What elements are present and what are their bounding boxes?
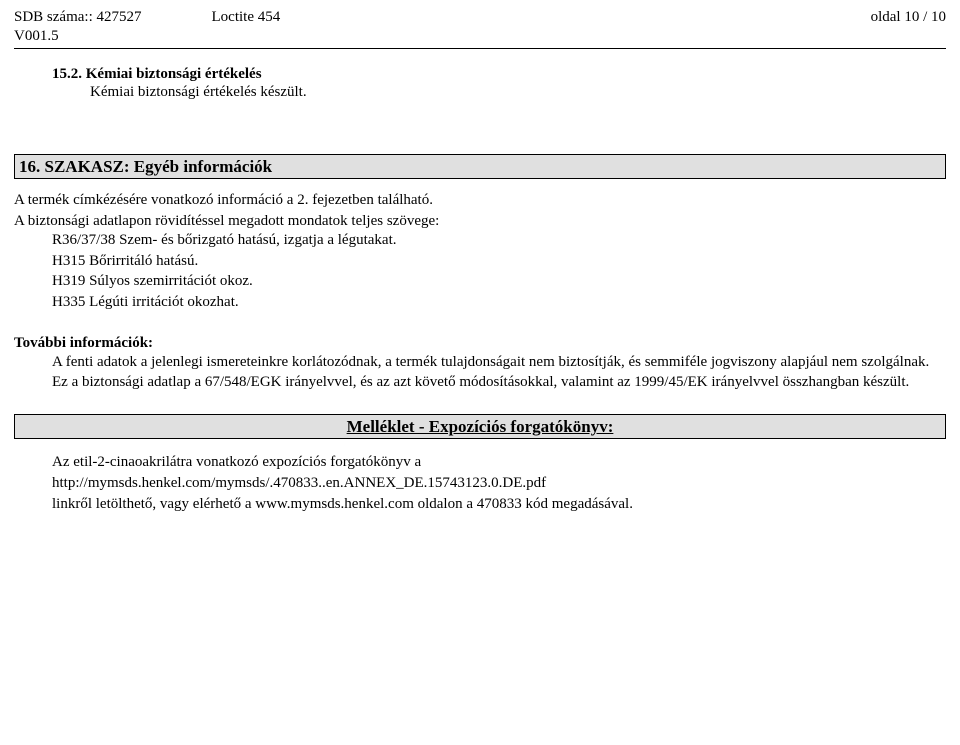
more-info-body: A fenti adatok a jelenlegi ismereteinkre… [52, 353, 946, 393]
section-16-intro: A termék címkézésére vonatkozó informáci… [14, 191, 946, 210]
page-label: oldal [871, 9, 901, 25]
phrase-h315: H315 Bőrirritáló hatású. [52, 252, 946, 271]
header-row-1: SDB száma:: 427527 Loctite 454 oldal 10 … [14, 8, 946, 27]
appendix-title: Melléklet - Expozíciós forgatókönyv: [14, 414, 946, 439]
phrase-h335: H335 Légúti irritációt okozhat. [52, 293, 946, 312]
header-divider [14, 48, 946, 49]
section-16-title: 16. SZAKASZ: Egyéb információk [14, 154, 946, 179]
page-value: 10 / 10 [904, 9, 946, 25]
sdb-label: SDB száma:: [14, 9, 93, 25]
sdb-cell: SDB száma:: 427527 [14, 8, 142, 27]
appendix-line1: Az etil-2-cinaoakrilátra vonatkozó expoz… [52, 453, 946, 472]
sdb-number: 427527 [97, 9, 142, 25]
section-16-fulltext: A biztonsági adatlapon rövidítéssel mega… [14, 212, 946, 231]
page-number: oldal 10 / 10 [871, 8, 946, 27]
appendix-body: Az etil-2-cinaoakrilátra vonatkozó expoz… [52, 453, 946, 513]
fulltext-label: A biztonsági adatlapon rövidítéssel mega… [14, 213, 439, 229]
phrase-h319: H319 Súlyos szemirritációt okoz. [52, 272, 946, 291]
section-15-2-heading: 15.2. Kémiai biztonsági értékelés [52, 65, 946, 84]
header-left: SDB száma:: 427527 Loctite 454 [14, 8, 280, 27]
page-header: SDB száma:: 427527 Loctite 454 oldal 10 … [14, 8, 946, 46]
section-15-2: 15.2. Kémiai biztonsági értékelés Kémiai… [52, 65, 946, 103]
appendix-line3: linkről letölthető, vagy elérhető a www.… [52, 495, 946, 514]
product-name: Loctite 454 [212, 8, 281, 27]
more-info-p2: Ez a biztonsági adatlap a 67/548/EGK irá… [52, 373, 946, 392]
more-info-label: További információk: [14, 334, 946, 353]
section-15-2-text: Kémiai biztonsági értékelés készült. [90, 83, 946, 102]
more-info-p1: A fenti adatok a jelenlegi ismereteinkre… [52, 353, 946, 372]
phrase-r36: R36/37/38 Szem- és bőrizgató hatású, izg… [52, 231, 946, 250]
more-info: További információk: A fenti adatok a je… [14, 334, 946, 392]
phrases-block: R36/37/38 Szem- és bőrizgató hatású, izg… [52, 231, 946, 312]
section-16-body: A termék címkézésére vonatkozó informáci… [14, 191, 946, 392]
appendix-url: http://mymsds.henkel.com/mymsds/.470833.… [52, 474, 946, 493]
version: V001.5 [14, 27, 946, 46]
